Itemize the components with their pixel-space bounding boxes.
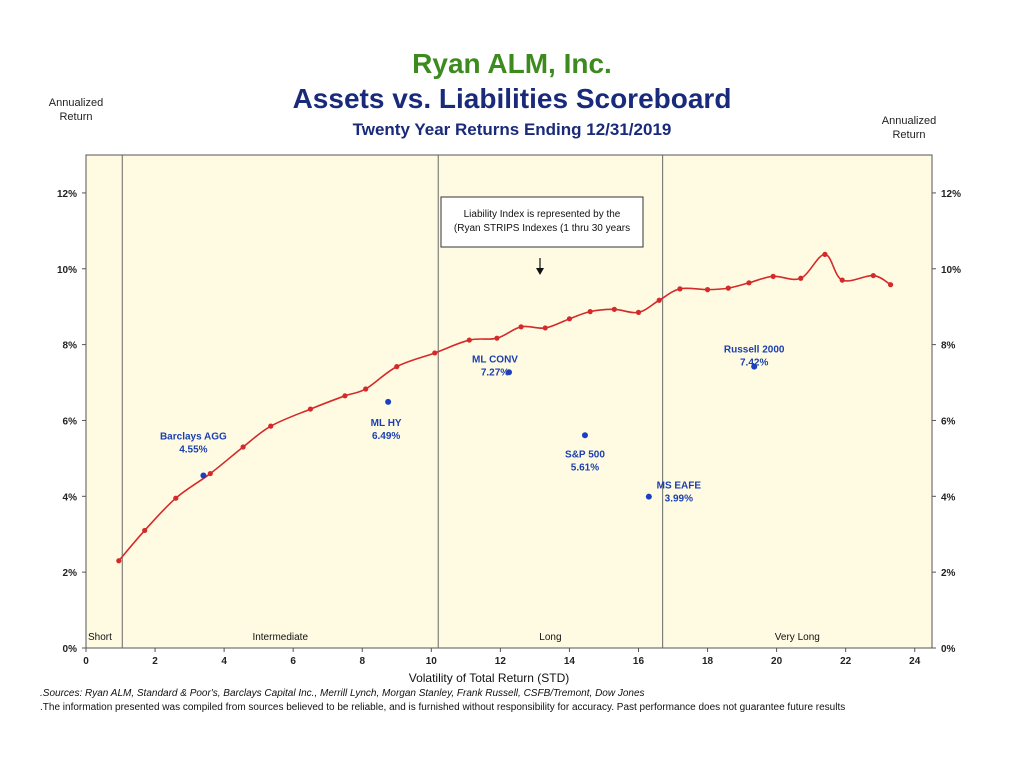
region-label: Long	[539, 632, 561, 643]
company-title: Ryan ALM, Inc.	[412, 48, 612, 79]
asset-value-label: 3.99%	[665, 494, 693, 505]
x-tick-label: 8	[359, 656, 365, 667]
y-tick-label-left: 2%	[63, 568, 78, 579]
liability-point	[611, 306, 617, 312]
annotation-text-line-1: Liability Index is represented by the	[464, 209, 621, 220]
liability-point	[870, 272, 876, 279]
region-label: Intermediate	[252, 632, 308, 643]
y-tick-label-right: 12%	[941, 189, 961, 200]
asset-value-label: 5.61%	[571, 462, 599, 473]
liability-point	[432, 350, 438, 356]
liability-point	[566, 316, 573, 322]
liability-point	[518, 324, 524, 330]
liability-point	[173, 495, 179, 501]
y-tick-label-right: 6%	[941, 416, 956, 427]
x-tick-label: 24	[909, 656, 921, 667]
annotation-box	[440, 196, 644, 248]
asset-name-label: S&P 500	[565, 449, 605, 460]
asset-name-label: Russell 2000	[724, 345, 785, 356]
asset-name-label: ML HY	[371, 418, 402, 429]
sources-footnote: .Sources: Ryan ALM, Standard & Poor's, B…	[40, 688, 645, 699]
x-tick-label: 16	[633, 656, 645, 667]
asset-name-label: ML CONV	[472, 354, 518, 365]
y-tick-label-left: 6%	[63, 416, 78, 427]
liability-point	[798, 275, 804, 281]
y-tick-label-right: 2%	[941, 568, 956, 579]
asset-name-label: MS EAFE	[657, 481, 702, 492]
x-tick-label: 10	[426, 656, 438, 667]
liability-point	[887, 282, 894, 288]
asset-point	[645, 493, 652, 500]
liability-point	[587, 309, 593, 315]
asset-point	[581, 432, 588, 439]
x-tick-label: 14	[564, 656, 576, 667]
liability-point	[677, 286, 683, 292]
y-tick-label-right: 4%	[941, 492, 956, 503]
x-tick-label: 2	[152, 656, 158, 667]
liability-point	[635, 309, 642, 315]
x-tick-label: 0	[83, 656, 89, 667]
liability-point	[268, 423, 274, 429]
y-tick-label-right: 0%	[941, 644, 956, 655]
x-tick-label: 4	[221, 656, 227, 667]
y-tick-label-left: 0%	[63, 644, 78, 655]
asset-value-label: 4.55%	[179, 444, 207, 455]
liability-point	[307, 406, 314, 412]
x-tick-label: 12	[495, 656, 507, 667]
liability-point	[725, 285, 731, 291]
asset-value-label: 7.42%	[740, 358, 768, 369]
liability-point	[746, 280, 752, 286]
liability-point	[839, 277, 845, 283]
disclaimer-footnote: .The information presented was compiled …	[40, 702, 846, 713]
asset-point	[385, 398, 392, 405]
chart-title: Assets vs. Liabilities Scoreboard	[292, 83, 732, 114]
liability-point	[342, 393, 348, 399]
annotation-text-line-2: (Ryan STRIPS Indexes (1 thru 30 years	[454, 223, 630, 234]
x-tick-label: 22	[840, 656, 852, 667]
liability-point	[363, 386, 369, 392]
x-tick-label: 20	[771, 656, 783, 667]
y-tick-label-right: 10%	[941, 265, 961, 276]
y-tick-label-left: 8%	[63, 341, 78, 352]
liability-point	[116, 558, 122, 564]
asset-value-label: 7.27%	[481, 367, 509, 378]
y-tick-label-left: 4%	[63, 492, 78, 503]
y-tick-label-left: 10%	[57, 265, 77, 276]
right-axis-caption: Annualized Return	[881, 115, 937, 141]
liability-point	[394, 364, 400, 370]
liability-point	[142, 527, 148, 534]
x-tick-label: 6	[290, 656, 296, 667]
liability-point	[494, 335, 500, 341]
liability-point	[207, 470, 213, 477]
region-label: Very Long	[775, 632, 820, 643]
liability-point	[240, 444, 246, 450]
asset-point	[506, 369, 512, 376]
liability-point	[656, 297, 662, 303]
x-axis-label: Volatility of Total Return (STD)	[409, 671, 570, 685]
asset-value-label: 6.49%	[372, 431, 400, 442]
liability-point	[704, 287, 711, 293]
y-tick-label-left: 12%	[57, 189, 77, 200]
liability-point	[542, 325, 548, 331]
asset-point	[751, 363, 758, 370]
annotation-arrow-head-icon	[536, 268, 544, 275]
left-axis-caption: Annualized Return	[48, 97, 104, 123]
liability-point	[770, 273, 776, 279]
asset-name-label: Barclays AGG	[160, 431, 227, 442]
x-tick-label: 18	[702, 656, 714, 667]
liability-point	[466, 337, 472, 343]
y-tick-label-right: 8%	[941, 341, 956, 352]
asset-point	[200, 472, 207, 479]
chart-subtitle: Twenty Year Returns Ending 12/31/2019	[352, 120, 672, 139]
liability-point	[822, 251, 828, 257]
region-label: Short	[88, 632, 112, 643]
